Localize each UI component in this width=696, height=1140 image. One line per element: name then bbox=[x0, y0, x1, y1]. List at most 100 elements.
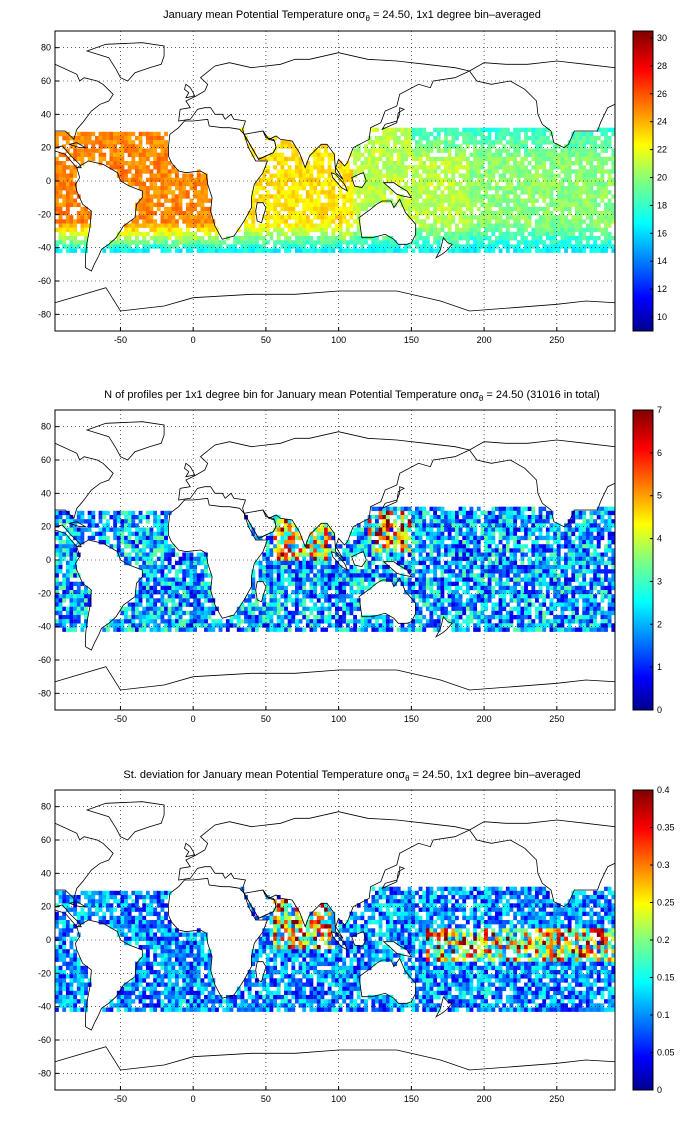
data-cell bbox=[385, 127, 390, 133]
data-cell bbox=[484, 223, 488, 228]
panel-1-gridlines bbox=[55, 31, 615, 331]
data-cell bbox=[167, 552, 172, 557]
data-cell bbox=[407, 211, 412, 216]
data-cell bbox=[211, 236, 216, 241]
data-cell bbox=[269, 177, 274, 183]
panel-1-x-ticks: -50 0 50 100 150 200 250 bbox=[114, 327, 564, 345]
data-cell bbox=[65, 136, 70, 141]
data-cell bbox=[505, 198, 510, 203]
data-cell bbox=[389, 527, 394, 532]
data-cell bbox=[553, 231, 558, 237]
data-cell bbox=[520, 556, 525, 562]
data-cell bbox=[578, 236, 583, 241]
data-cell bbox=[611, 177, 616, 183]
data-cell bbox=[164, 165, 168, 170]
data-cell bbox=[375, 515, 379, 520]
data-cell bbox=[498, 577, 503, 582]
data-cell bbox=[553, 202, 558, 208]
data-cell bbox=[320, 573, 325, 578]
data-cell bbox=[69, 215, 74, 220]
data-cell bbox=[509, 236, 514, 241]
data-cell bbox=[498, 227, 503, 233]
data-cell bbox=[127, 161, 132, 166]
data-cell bbox=[542, 215, 547, 220]
data-cell bbox=[76, 231, 81, 237]
data-cell bbox=[345, 556, 350, 562]
data-cell bbox=[167, 585, 172, 591]
data-cell bbox=[331, 152, 336, 158]
data-cell bbox=[189, 223, 194, 228]
data-cell bbox=[353, 527, 358, 532]
data-cell bbox=[487, 577, 492, 582]
data-cell bbox=[385, 156, 390, 162]
data-cell bbox=[138, 169, 143, 174]
data-cell bbox=[269, 248, 274, 253]
data-cell bbox=[364, 181, 368, 187]
data-cell bbox=[135, 169, 139, 174]
data-cell bbox=[538, 219, 543, 224]
data-cell bbox=[331, 581, 336, 587]
data-cell bbox=[553, 548, 558, 553]
data-cell bbox=[422, 136, 427, 141]
data-cell bbox=[367, 148, 372, 153]
data-cell bbox=[98, 136, 103, 141]
data-cell bbox=[153, 540, 158, 545]
data-cell bbox=[447, 140, 452, 145]
data-cell bbox=[287, 569, 292, 574]
data-cell bbox=[309, 552, 314, 557]
data-cell bbox=[498, 127, 503, 133]
data-cell bbox=[375, 148, 379, 153]
data-cell bbox=[516, 548, 521, 553]
data-cell bbox=[145, 556, 150, 562]
data-cell bbox=[611, 156, 616, 162]
data-cell bbox=[356, 523, 361, 528]
data-cell bbox=[80, 223, 85, 228]
data-cell bbox=[258, 560, 263, 566]
data-cell bbox=[84, 223, 88, 228]
data-cell bbox=[138, 590, 143, 595]
data-cell bbox=[513, 148, 518, 153]
data-cell bbox=[324, 244, 328, 249]
data-cell bbox=[302, 573, 307, 578]
data-cell bbox=[196, 177, 201, 183]
data-cell bbox=[516, 544, 521, 549]
coastline-eurasia bbox=[178, 52, 471, 180]
data-cell bbox=[433, 186, 438, 191]
data-cell bbox=[582, 544, 587, 549]
data-cell bbox=[465, 202, 470, 208]
data-cell bbox=[167, 569, 172, 574]
data-cell bbox=[433, 127, 438, 133]
data-cell bbox=[135, 236, 139, 241]
data-cell bbox=[520, 227, 525, 233]
data-cell bbox=[462, 152, 467, 158]
data-cell bbox=[582, 173, 587, 178]
data-cell bbox=[549, 585, 554, 591]
data-cell bbox=[382, 136, 387, 141]
data-cell bbox=[422, 127, 427, 133]
data-cell bbox=[76, 531, 81, 537]
data-cell bbox=[444, 527, 448, 532]
data-cell bbox=[295, 531, 299, 537]
data-cell bbox=[62, 540, 67, 545]
data-cell bbox=[273, 544, 278, 549]
data-cell bbox=[567, 190, 572, 195]
data-cell bbox=[527, 515, 532, 520]
data-cell bbox=[138, 215, 143, 220]
data-cell bbox=[484, 519, 488, 524]
data-cell bbox=[240, 240, 245, 245]
data-cell bbox=[505, 156, 510, 162]
data-cell bbox=[371, 556, 376, 562]
data-cell bbox=[425, 169, 430, 174]
data-cell bbox=[189, 577, 194, 582]
data-cell bbox=[535, 161, 539, 166]
data-cell bbox=[407, 190, 412, 195]
data-cell bbox=[498, 569, 503, 574]
data-cell bbox=[160, 181, 165, 187]
data-cell bbox=[305, 177, 310, 183]
data-cell bbox=[345, 231, 350, 237]
data-cell bbox=[549, 244, 554, 249]
data-cell bbox=[65, 148, 70, 153]
data-cell bbox=[505, 527, 510, 532]
data-cell bbox=[422, 227, 427, 233]
data-cell bbox=[556, 560, 561, 566]
